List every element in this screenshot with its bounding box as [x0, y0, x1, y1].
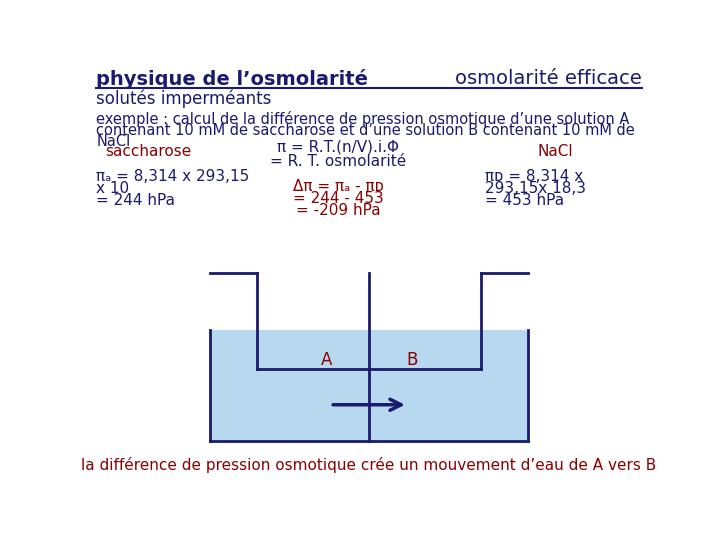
Text: la différence de pression osmotique crée un mouvement d’eau de A vers B: la différence de pression osmotique crée… [81, 457, 657, 473]
Bar [369, 330, 482, 441]
Text: = -209 hPa: = -209 hPa [296, 204, 380, 218]
Text: A: A [320, 350, 332, 369]
Text: NaCl: NaCl [537, 144, 573, 159]
Text: = 244 - 453: = 244 - 453 [292, 191, 383, 206]
Text: exemple : calcul de la différence de pression osmotique d’une solution A: exemple : calcul de la différence de pre… [96, 111, 629, 127]
Text: saccharose: saccharose [105, 144, 192, 159]
Text: B: B [406, 350, 418, 369]
Text: contenant 10 mM de saccharose et d’une solution B contenant 10 mM de: contenant 10 mM de saccharose et d’une s… [96, 123, 635, 138]
Text: = R. T. osmolarité: = R. T. osmolarité [270, 153, 406, 168]
Text: πₐ = 8,314 x 293,15: πₐ = 8,314 x 293,15 [96, 168, 249, 184]
Text: Δπ = πₐ - πᴅ: Δπ = πₐ - πᴅ [292, 179, 384, 194]
Text: = 244 hPa: = 244 hPa [96, 193, 175, 208]
Text: πᴅ = 8,314 x: πᴅ = 8,314 x [485, 168, 583, 184]
Text: NaCl: NaCl [96, 134, 130, 149]
Bar [210, 369, 528, 441]
Text: x 10: x 10 [96, 181, 130, 196]
Bar [210, 330, 256, 441]
Text: 293,15x 18,3: 293,15x 18,3 [485, 181, 586, 196]
Text: physique de l’osmolarité: physique de l’osmolarité [96, 69, 368, 89]
Bar [482, 330, 528, 441]
Text: osmolarité efficace: osmolarité efficace [455, 69, 642, 88]
Bar [256, 330, 369, 441]
Text: solutés imperméants: solutés imperméants [96, 90, 271, 108]
Text: π = R.T.(n/V).i.Φ: π = R.T.(n/V).i.Φ [277, 140, 399, 154]
Text: = 453 hPa: = 453 hPa [485, 193, 564, 208]
Bar [258, 273, 481, 330]
